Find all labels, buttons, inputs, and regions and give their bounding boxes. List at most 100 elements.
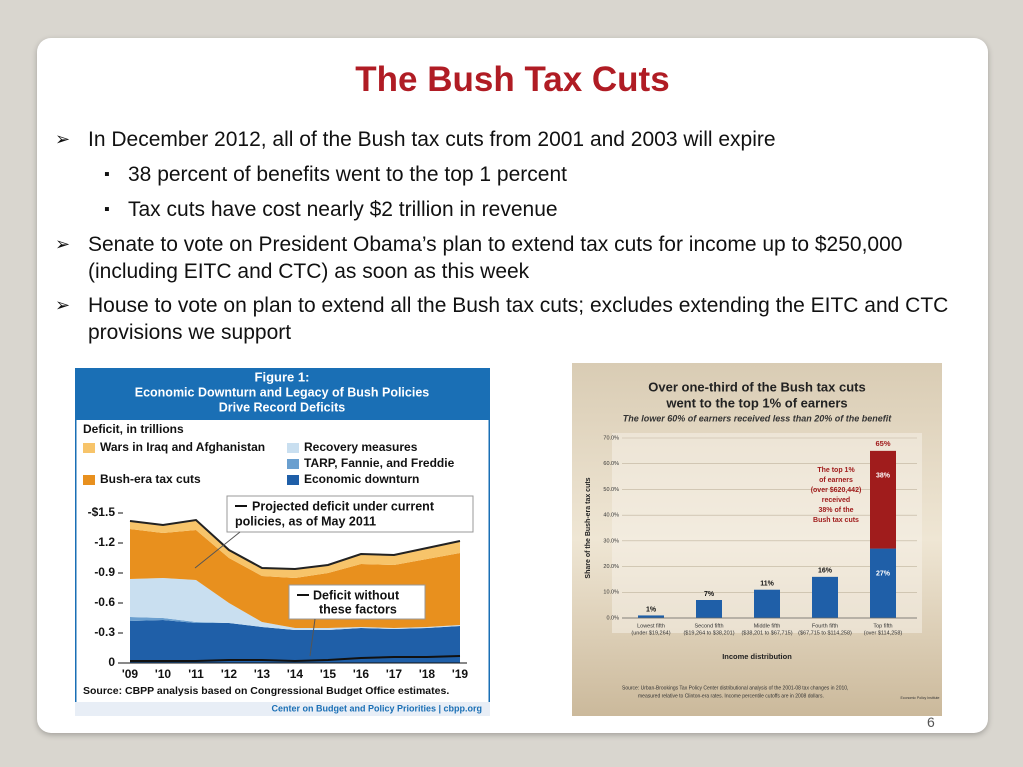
x-tick-label: Second fifth [694, 623, 723, 629]
y-tick-label: 60.0% [603, 461, 619, 467]
tax-cut-chart: Over one-third of the Bush tax cutswent … [572, 363, 942, 716]
y-tick-label: 70.0% [603, 435, 619, 441]
figure-header [75, 368, 490, 420]
x-tick-range: (under $19,264) [631, 630, 670, 636]
annotation-box [288, 584, 426, 620]
annotation: Projected deficit under current [252, 499, 435, 513]
y-tick-label: 30.0% [603, 538, 619, 544]
area-segment [130, 520, 460, 578]
annotation: Bush tax cuts [813, 517, 859, 524]
x-tick-label: '15 [320, 667, 337, 681]
x-axis-title: Income distribution [722, 652, 792, 661]
x-tick-label: '09 [122, 667, 139, 681]
bullet: In December 2012, all of the Bush tax cu… [55, 126, 968, 153]
total-label: 65% [875, 439, 890, 448]
value-label: 11% [760, 581, 774, 588]
area-segment [130, 578, 460, 630]
y-tick-label: -0.3 [94, 625, 115, 639]
source: Source: Urban-Brookings Tax Policy Cente… [622, 685, 848, 691]
x-tick-label: '16 [353, 667, 370, 681]
y-tick-label: 0.0% [606, 615, 619, 621]
chart-subtitle: The lower 60% of earners received less t… [623, 413, 893, 423]
baseline-line [130, 655, 461, 663]
value-label: 7% [704, 591, 715, 598]
y-axis-title: Deficit, in trillions [83, 422, 184, 436]
bar [754, 589, 780, 618]
y-tick-label: -1.2 [94, 535, 115, 549]
annotation: Deficit without [313, 588, 400, 602]
chart-title: Over one-third of the Bush tax cuts [648, 379, 865, 394]
figure-title: Economic Downturn and Legacy of Bush Pol… [135, 385, 430, 399]
x-tick-label: Fourth fifth [812, 623, 838, 629]
x-tick-label: Lowest fifth [637, 623, 665, 629]
y-tick-label: 50.0% [603, 487, 619, 493]
legend-label: TARP, Fannie, and Freddie [304, 456, 455, 470]
annotation-pointer [194, 531, 241, 569]
value-label: 38% [876, 473, 891, 480]
bullet-list: In December 2012, all of the Bush tax cu… [55, 126, 968, 353]
annotation: The top 1% [817, 467, 855, 474]
x-tick-label: '11 [188, 667, 204, 681]
chart-title: went to the top 1% of earners [665, 395, 847, 410]
annotation: policies, as of May 2011 [235, 514, 376, 528]
x-tick-label: Middle fifth [754, 623, 781, 629]
x-tick-range: (over $114,258) [864, 630, 903, 636]
total-line [129, 518, 461, 571]
page-number: 6 [927, 714, 935, 730]
slide-title: The Bush Tax Cuts [355, 60, 670, 99]
y-tick-label: -0.6 [94, 595, 115, 609]
bar [638, 615, 664, 618]
legend-swatch [287, 459, 299, 469]
legend-swatch [287, 475, 299, 485]
y-tick-label: 10.0% [603, 590, 619, 596]
annotation-box [226, 495, 474, 533]
figure-label: Figure 1: [255, 369, 310, 384]
bar [870, 450, 896, 549]
legend-label: Recovery measures [304, 440, 418, 454]
x-tick-label: '12 [221, 667, 238, 681]
annotation: (over $620,442) [811, 487, 862, 494]
annotation-pointer [309, 618, 316, 657]
x-tick-range: ($19,264 to $38,201) [683, 630, 734, 636]
bar [696, 600, 722, 618]
area-segment [130, 620, 460, 663]
bar [870, 548, 896, 618]
x-tick-label: '18 [419, 667, 436, 681]
x-tick-label: '14 [287, 667, 304, 681]
legend-label: Bush-era tax cuts [100, 472, 201, 486]
x-tick-range: ($67,715 to $114,258) [798, 630, 852, 636]
figure-footer [75, 702, 490, 716]
annotation: received [822, 497, 850, 504]
value-label: 1% [646, 606, 657, 613]
bar [812, 576, 838, 618]
credit: Center on Budget and Policy Priorities |… [271, 703, 482, 713]
x-tick-range: ($38,201 to $67,715) [741, 630, 792, 636]
bullet: Senate to vote on President Obama’s plan… [55, 231, 968, 285]
y-tick-label: 40.0% [603, 513, 619, 519]
x-tick-label: '13 [254, 667, 271, 681]
x-tick-label: '19 [452, 667, 469, 681]
x-tick-label: '17 [386, 667, 403, 681]
y-tick-label: -0.9 [94, 565, 115, 579]
figure-title: Drive Record Deficits [219, 400, 345, 414]
legend-label: Economic downturn [304, 472, 419, 486]
value-label: 27% [876, 570, 891, 577]
legend-swatch [83, 475, 95, 485]
y-tick-label: 20.0% [603, 564, 619, 570]
legend-swatch [83, 443, 95, 453]
legend-swatch [287, 443, 299, 453]
source: measured relative to Clinton-era rates. … [638, 693, 824, 699]
bullet: House to vote on plan to extend all the … [55, 292, 968, 346]
annotation: 38% of the [818, 507, 853, 514]
sub-bullet: Tax cuts have cost nearly $2 trillion in… [104, 196, 968, 223]
legend-label: Wars in Iraq and Afghanistan [100, 440, 265, 454]
deficit-chart: Figure 1:Economic Downturn and Legacy of… [75, 368, 490, 716]
credit: Economic Policy Institute [901, 696, 940, 700]
y-axis-title: Share of the Bush-era tax cuts [585, 477, 592, 578]
source: Source: CBPP analysis based on Congressi… [83, 685, 449, 697]
y-tick-label: -$1.5 [88, 505, 116, 519]
annotation: of earners [819, 477, 853, 484]
annotation: these factors [319, 602, 397, 616]
x-tick-label: Top fifth [873, 623, 892, 629]
sub-bullet: 38 percent of benefits went to the top 1… [104, 161, 968, 188]
